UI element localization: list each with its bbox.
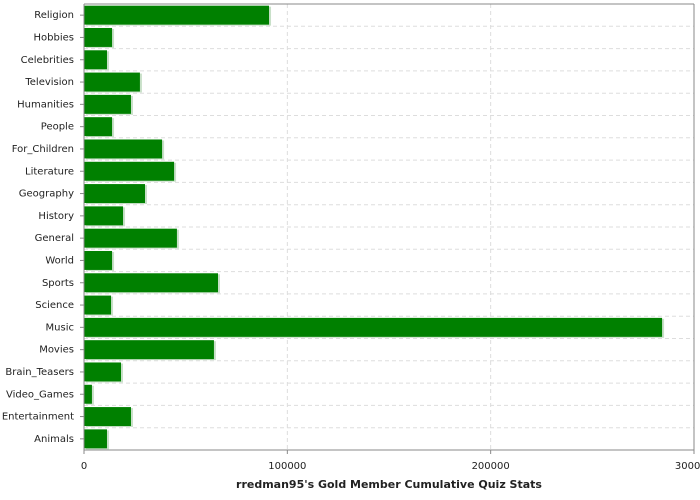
x-tick-label: 300000 bbox=[675, 461, 700, 472]
bar bbox=[84, 407, 131, 427]
bar bbox=[84, 228, 177, 248]
y-tick-label: Geography bbox=[19, 189, 74, 200]
bar bbox=[84, 139, 163, 159]
bar bbox=[84, 273, 218, 293]
y-tick-label: Animals bbox=[34, 434, 74, 445]
x-tick-label: 100000 bbox=[268, 461, 306, 472]
y-tick-label: Celebrities bbox=[21, 55, 74, 66]
y-tick-label: Video_Games bbox=[6, 389, 74, 400]
bar bbox=[84, 206, 124, 226]
y-tick-label: History bbox=[38, 211, 74, 222]
y-tick-label: Music bbox=[46, 322, 74, 333]
x-tick-label: 0 bbox=[81, 461, 87, 472]
y-tick-label: Brain_Teasers bbox=[5, 367, 74, 378]
y-tick-label: Entertainment bbox=[2, 412, 74, 423]
y-tick-label: Science bbox=[35, 300, 74, 311]
bar bbox=[84, 250, 113, 270]
bar bbox=[84, 27, 113, 47]
y-tick-label: For_Children bbox=[12, 144, 74, 155]
bar bbox=[84, 117, 113, 137]
x-axis-title: rredman95's Gold Member Cumulative Quiz … bbox=[236, 478, 542, 491]
x-tick-label: 200000 bbox=[472, 461, 510, 472]
bar bbox=[84, 362, 122, 382]
bar bbox=[84, 295, 112, 315]
bar bbox=[84, 184, 145, 204]
y-tick-label: Hobbies bbox=[34, 32, 74, 43]
bar bbox=[84, 94, 131, 114]
y-tick-label: Sports bbox=[42, 278, 74, 289]
y-tick-label: Television bbox=[24, 77, 74, 88]
y-tick-label: People bbox=[41, 122, 74, 133]
bar bbox=[84, 161, 175, 181]
bar bbox=[84, 317, 663, 337]
bar bbox=[84, 72, 140, 92]
bar bbox=[84, 50, 107, 70]
bar bbox=[84, 340, 214, 360]
bar bbox=[84, 5, 270, 25]
bar bbox=[84, 384, 92, 404]
y-tick-label: Religion bbox=[34, 10, 74, 21]
y-tick-label: World bbox=[45, 255, 74, 266]
bar bbox=[84, 429, 107, 449]
y-tick-label: Humanities bbox=[17, 99, 74, 110]
y-tick-label: General bbox=[35, 233, 74, 244]
y-tick-label: Movies bbox=[39, 345, 74, 356]
y-tick-label: Literature bbox=[25, 166, 74, 177]
